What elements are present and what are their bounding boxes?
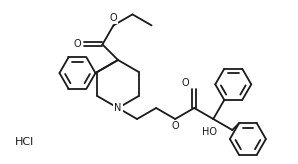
Text: N: N [114, 103, 122, 113]
Text: O: O [73, 40, 81, 49]
Text: HO: HO [202, 127, 217, 137]
Text: HCl: HCl [15, 137, 34, 147]
Text: O: O [181, 78, 189, 88]
Text: O: O [110, 13, 117, 23]
Text: O: O [171, 121, 179, 131]
